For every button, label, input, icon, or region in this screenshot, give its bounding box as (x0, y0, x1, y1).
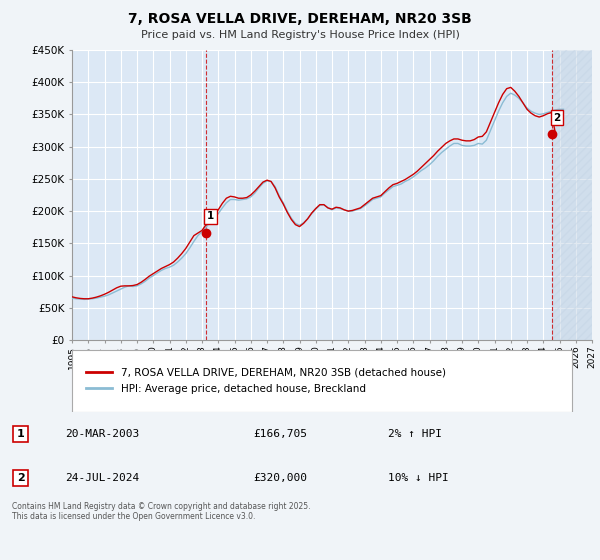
Text: Contains HM Land Registry data © Crown copyright and database right 2025.
This d: Contains HM Land Registry data © Crown c… (12, 502, 310, 521)
Legend: 7, ROSA VELLA DRIVE, DEREHAM, NR20 3SB (detached house), HPI: Average price, det: 7, ROSA VELLA DRIVE, DEREHAM, NR20 3SB (… (82, 363, 450, 398)
Text: 2: 2 (554, 113, 561, 123)
Text: 10% ↓ HPI: 10% ↓ HPI (388, 473, 449, 483)
Text: 7, ROSA VELLA DRIVE, DEREHAM, NR20 3SB: 7, ROSA VELLA DRIVE, DEREHAM, NR20 3SB (128, 12, 472, 26)
Bar (553, 50, 592, 340)
Text: Price paid vs. HM Land Registry's House Price Index (HPI): Price paid vs. HM Land Registry's House … (140, 30, 460, 40)
Text: £166,705: £166,705 (253, 429, 307, 439)
Text: 2: 2 (17, 473, 25, 483)
Text: 20-MAR-2003: 20-MAR-2003 (65, 429, 139, 439)
Text: 1: 1 (17, 429, 25, 439)
Text: 2% ↑ HPI: 2% ↑ HPI (388, 429, 442, 439)
Text: 1: 1 (207, 212, 214, 221)
Text: 24-JUL-2024: 24-JUL-2024 (65, 473, 139, 483)
Text: £320,000: £320,000 (253, 473, 307, 483)
